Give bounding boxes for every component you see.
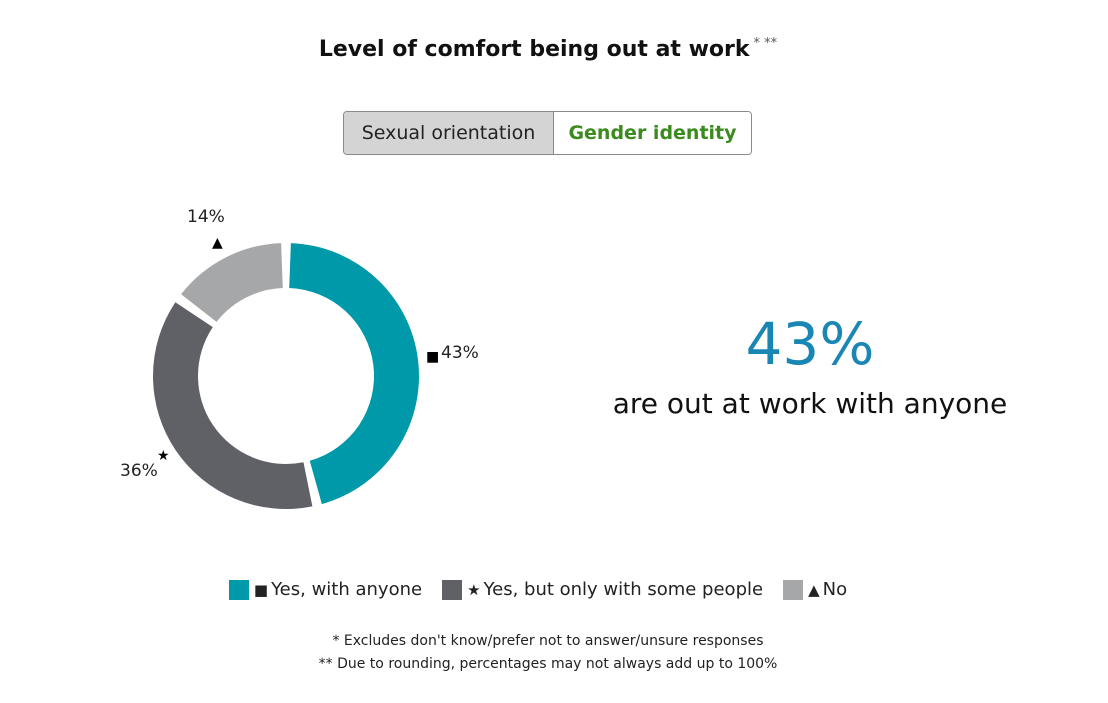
slice-label-no: 14%	[187, 207, 225, 227]
square-icon: ■	[426, 349, 440, 365]
chart-title: Level of comfort being out at work	[318, 37, 750, 62]
toggle-gender-identity[interactable]: Gender identity	[554, 112, 751, 154]
donut-slice-yes-anyone	[289, 243, 419, 505]
footnote-excludes: * Excludes don't know/prefer not to answ…	[332, 633, 764, 649]
legend-label-no: No	[822, 579, 848, 600]
legend-item-yes-anyone: ■ Yes, with anyone	[228, 579, 423, 600]
legend-label-yes-some: Yes, but only with some people	[483, 579, 764, 600]
star-icon: ★	[157, 448, 170, 464]
category-toggle: Sexual orientation Gender identity	[343, 111, 752, 155]
legend: ■ Yes, with anyone ★ Yes, but only with …	[0, 579, 1076, 600]
title-footnote-mark: * **	[753, 36, 778, 51]
slice-label-yes-anyone: 43%	[441, 343, 479, 363]
legend-swatch-no	[783, 579, 804, 600]
legend-item-yes-some: ★ Yes, but only with some people	[442, 579, 763, 600]
legend-item-no: ▲ No	[783, 579, 847, 600]
legend-swatch-yes-some	[442, 579, 463, 600]
triangle-icon: ▲	[212, 235, 223, 251]
slice-label-yes-some: 36%	[120, 461, 158, 481]
headline-value: 43%	[745, 310, 875, 378]
toggle-sexual-orientation[interactable]: Sexual orientation	[344, 112, 554, 154]
donut-slice-no	[181, 243, 283, 322]
headline-text: are out at work with anyone	[612, 387, 1008, 420]
legend-label-yes-anyone: Yes, with anyone	[271, 579, 423, 600]
triangle-icon: ▲	[808, 580, 820, 599]
footnote-rounding: ** Due to rounding, percentages may not …	[318, 656, 778, 672]
donut-slice-yes-some	[153, 302, 313, 509]
legend-swatch-yes-anyone	[228, 579, 249, 600]
square-icon: ■	[253, 580, 269, 599]
chart-title-row: Level of comfort being out at work * **	[0, 36, 1096, 62]
star-icon: ★	[467, 580, 481, 599]
